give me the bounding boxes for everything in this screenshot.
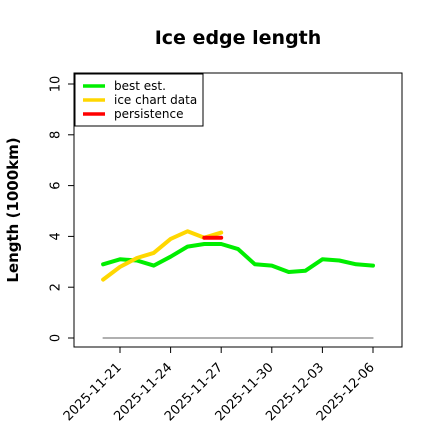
y-tick-label: 0 (49, 334, 64, 342)
y-tick-label: 8 (49, 131, 64, 139)
y-axis-label: Length (1000km) (4, 137, 22, 282)
plot-frame (73, 72, 403, 348)
legend-label: persistence (114, 107, 183, 121)
y-tick-label: 10 (49, 76, 64, 93)
chart-title: Ice edge length (155, 27, 322, 49)
legend-label: best est. (114, 79, 166, 93)
legend-box (74, 73, 204, 127)
series-line-best-est- (101, 242, 375, 274)
plot-area: 02468102025-11-212025-11-242025-11-27202… (49, 72, 403, 424)
series-line-ice-chart-data (101, 229, 224, 282)
y-tick-label: 6 (49, 181, 64, 189)
y-tick-label: 4 (49, 232, 64, 240)
legend-label: ice chart data (114, 93, 197, 107)
y-tick-label: 2 (49, 283, 64, 291)
